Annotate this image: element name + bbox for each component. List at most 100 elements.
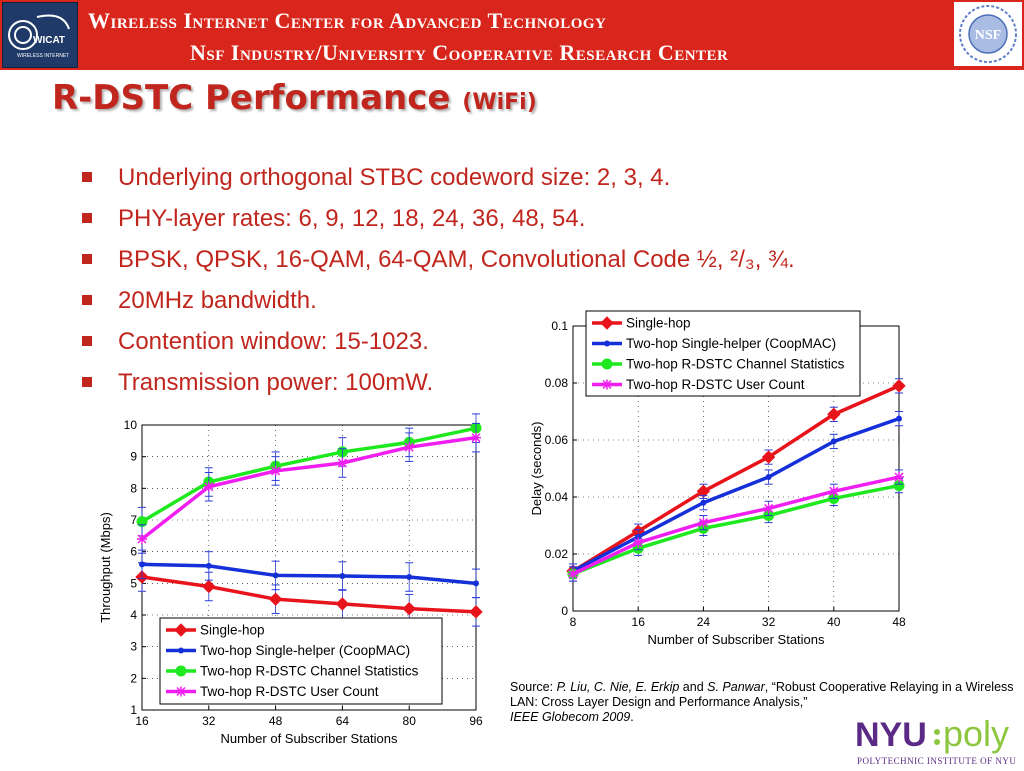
series-3 [137, 422, 481, 554]
bullet-list: Underlying orthogonal STBC codeword size… [82, 160, 795, 406]
poly-logo-text: poly [943, 713, 1009, 754]
header-line2: Nsf Industry/University Cooperative Rese… [190, 40, 729, 65]
y-tick-label: 7 [130, 513, 137, 527]
data-point [827, 407, 841, 422]
square-bullet-icon [82, 254, 92, 264]
bullet-text: Underlying orthogonal STBC codeword size… [118, 164, 671, 191]
data-point [893, 480, 905, 492]
nyu-poly-logo-graphic: NYU poly POLYTECHNIC INSTITUTE OF NYU [855, 713, 1016, 766]
source-venue: IEEE Globecom 2009 [510, 710, 631, 724]
legend-entry: Two-hop R-DSTC Channel Statistics [166, 664, 419, 679]
y-tick-label: 2 [130, 671, 137, 685]
delay-chart: 8 16 24 32 40 48 0 0.02 0.04 0.06 0.08 0.1 Number of… [529, 310, 906, 647]
x-tick-label: 48 [892, 615, 906, 629]
y-tick-label: 8 [130, 481, 137, 495]
header-line1: Wireless Internet Center for Advanced Te… [88, 8, 607, 33]
legend-entry: Two-hop R-DSTC User Count [166, 684, 379, 699]
y-tick-label: 3 [130, 640, 137, 654]
nsf-logo: NSF [954, 2, 1022, 66]
x-tick-label: 16 [135, 714, 149, 728]
legend-marker [602, 379, 612, 390]
legend-label: Two-hop R-DSTC User Count [200, 684, 379, 699]
legend-entry: Single-hop [166, 623, 265, 638]
data-point [828, 486, 839, 497]
square-bullet-icon [82, 377, 92, 387]
series-line [141, 562, 477, 586]
data-point [763, 503, 774, 514]
x-tick-label: 64 [336, 714, 350, 728]
y-tick-label: 0.04 [545, 490, 569, 504]
data-point [892, 379, 906, 393]
data-point [765, 474, 772, 481]
y-tick-label: 0 [561, 604, 568, 618]
data-point [698, 517, 709, 528]
wicat-logo-text: WICAT [33, 35, 65, 46]
data-point [268, 592, 283, 606]
series-line [572, 384, 900, 573]
x-tick-label: 16 [632, 615, 646, 629]
bullet-text: PHY-layer rates: 6, 9, 12, 18, 24, 36, 4… [118, 205, 586, 232]
throughput-chart: 16 32 48 64 80 96 1 2 3 4 5 6 7 8 9 10 Number of Subscri… [98, 413, 483, 746]
x-tick-label: 96 [469, 714, 483, 728]
legend-label: Single-hop [200, 623, 265, 638]
nyu-poly-logo: NYU poly POLYTECHNIC INSTITUTE OF NYU [855, 710, 1023, 766]
series-line [572, 483, 900, 576]
legend-entry: Two-hop Single-helper (CoopMAC) [592, 336, 836, 351]
header-banner [0, 0, 1024, 70]
square-bullet-icon [82, 213, 92, 223]
legend-marker [178, 647, 184, 654]
legend-box [159, 617, 443, 705]
legend-marker [600, 316, 614, 330]
data-point [337, 458, 348, 468]
square-bullet-icon [82, 295, 92, 305]
legend-label: Two-hop R-DSTC Channel Statistics [626, 357, 845, 372]
data-point [894, 472, 904, 483]
series-line [140, 435, 477, 541]
y-tick-label: 0.08 [545, 376, 569, 390]
legend-marker [604, 340, 610, 347]
legend-entry: Two-hop R-DSTC User Count [592, 377, 805, 392]
legend-marker [601, 358, 613, 370]
data-point [471, 432, 481, 443]
legend-entry: Single-hop [592, 316, 691, 331]
x-tick-label: 32 [762, 615, 776, 629]
chart-legend: Single-hop Two-hop Single-helper (CoopMAC… [585, 310, 861, 397]
x-axis-label: Number of Subscriber Stations [647, 632, 825, 647]
nyu-poly-caption: POLYTECHNIC INSTITUTE OF NYU [857, 756, 1016, 766]
y-tick-label: 10 [124, 418, 138, 432]
bullet-item: Underlying orthogonal STBC codeword size… [82, 160, 795, 201]
wicat-logo-graphic: WICAT WIRELESS INTERNET [8, 14, 70, 59]
source-citation: Source: P. Liu, C. Nie, E. Erkip and S. … [510, 680, 1020, 725]
data-point [335, 597, 350, 611]
y-tick-label: 4 [130, 608, 137, 622]
data-point [139, 561, 145, 568]
data-point [469, 605, 483, 619]
legend-label: Single-hop [626, 316, 691, 331]
data-point [830, 438, 837, 445]
legend-marker [175, 665, 187, 677]
data-point [205, 562, 212, 569]
legend-label: Two-hop Single-helper (CoopMAC) [626, 336, 836, 351]
source-prefix: Source: [510, 680, 557, 694]
nsf-logo-graphic: NSF [959, 5, 1017, 63]
y-tick-label: 5 [130, 576, 137, 590]
y-tick-label: 9 [130, 450, 137, 464]
legend-entry: Two-hop R-DSTC Channel Statistics [592, 357, 845, 372]
data-point [270, 465, 281, 476]
y-tick-label: 6 [130, 545, 137, 559]
y-axis-label: Throughput (Mbps) [98, 512, 113, 623]
x-tick-label: 48 [269, 714, 283, 728]
data-point [568, 568, 578, 579]
x-tick-label: 40 [827, 615, 841, 629]
data-point [633, 537, 644, 548]
data-point [203, 481, 214, 492]
data-point [700, 499, 707, 506]
bullet-text: BPSK, QPSK, 16-QAM, 64-QAM, Convolutiona… [118, 246, 795, 273]
x-tick-label: 32 [202, 714, 216, 728]
x-tick-label: 8 [570, 615, 577, 629]
wicat-logo: WICAT WIRELESS INTERNET [2, 2, 78, 68]
slide-title-main: R-DSTC Performance [52, 78, 451, 118]
slide-title-suffix: (WiFi) [462, 90, 537, 115]
source-title: , “Robust Cooperative Relaying in a Wire… [510, 680, 1014, 709]
